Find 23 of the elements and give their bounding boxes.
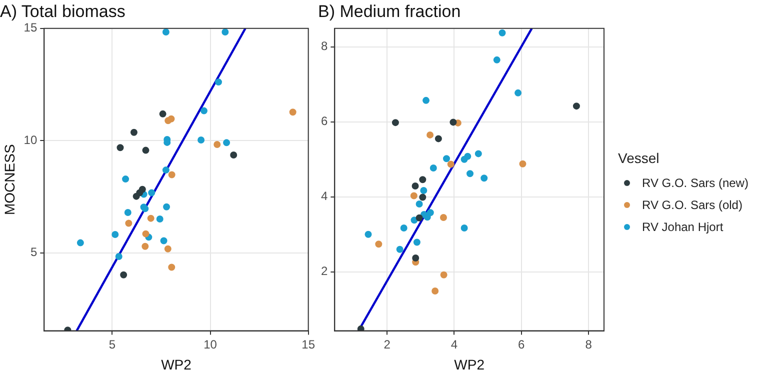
- x-tick-label: 5: [108, 337, 116, 352]
- y-tick-label: 10: [24, 132, 38, 147]
- x-tick-label: 10: [204, 337, 218, 352]
- x-tick-label: 8: [585, 337, 592, 352]
- legend-label: RV Johan Hjort: [642, 220, 724, 234]
- y-tick-label: 8: [320, 39, 328, 54]
- y-axis-title: MOCNESS: [1, 144, 18, 215]
- chart-title: A) Total biomass: [0, 2, 126, 21]
- y-tick-label: 15: [24, 20, 38, 35]
- legend-label: RV G.O. Sars (old): [642, 198, 742, 212]
- legend-title: Vessel: [618, 150, 660, 166]
- x-tick-label: 6: [518, 337, 526, 352]
- x-axis-title: WP2: [161, 356, 192, 372]
- y-tick-label: 2: [320, 264, 328, 278]
- x-tick-label: 15: [302, 337, 316, 352]
- x-axis-title: WP2: [454, 356, 485, 372]
- y-tick-label: 6: [320, 114, 328, 128]
- x-tick-label: 2: [384, 337, 391, 352]
- y-tick-label: 4: [320, 189, 328, 204]
- y-tick-label: 5: [30, 245, 38, 260]
- chart-title: B) Medium fraction: [318, 2, 461, 21]
- x-tick-label: 4: [450, 337, 458, 352]
- legend-label: RV G.O. Sars (new): [642, 176, 748, 190]
